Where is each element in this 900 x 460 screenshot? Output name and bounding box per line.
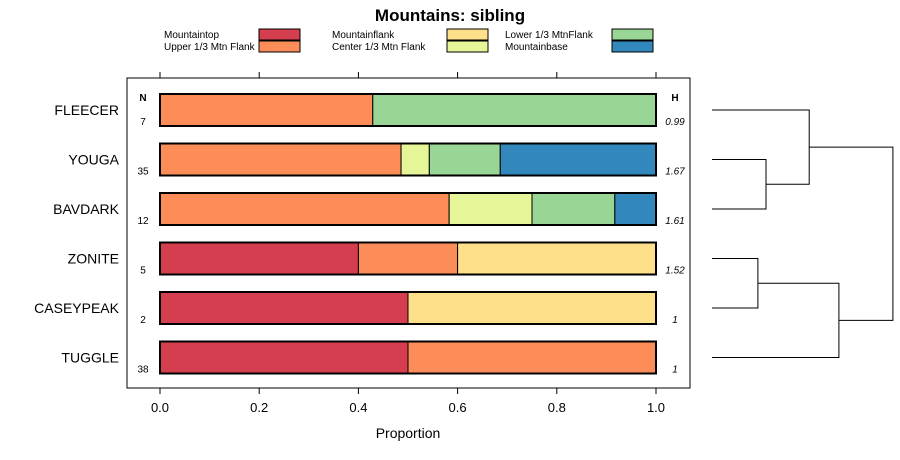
- h-value: 1.61: [665, 216, 684, 227]
- n-value: 35: [137, 167, 149, 178]
- h-value: 1.67: [665, 167, 685, 178]
- bar-segment: [159, 242, 359, 275]
- chart-title: Mountains: sibling: [375, 6, 525, 25]
- bar-segment: [614, 192, 657, 226]
- n-value: 38: [137, 365, 149, 376]
- dendrogram-branch: [809, 146, 894, 321]
- category-label: YOUGA: [68, 152, 119, 168]
- category-label: TUGGLE: [61, 350, 119, 366]
- dendrogram-branch: [712, 282, 840, 358]
- h-value: 1.52: [665, 266, 685, 277]
- h-value: 0.99: [665, 117, 685, 128]
- bar-outline: [159, 241, 657, 276]
- legend-label: Lower 1/3 MtnFlank: [505, 30, 594, 41]
- x-tick-label: 0.0: [151, 400, 169, 415]
- h-column-header: H: [671, 93, 678, 104]
- h-value: 1: [672, 315, 678, 326]
- dendrogram: [712, 109, 894, 358]
- dendrogram-branch: [712, 109, 810, 185]
- bar-segment: [457, 242, 657, 275]
- legend-label: Upper 1/3 Mtn Flank: [164, 42, 256, 53]
- bar-segment: [531, 192, 616, 226]
- bar-segment: [357, 242, 459, 275]
- x-tick-label: 0.2: [250, 400, 268, 415]
- legend-swatch: [446, 28, 489, 41]
- x-tick-label: 0.8: [548, 400, 566, 415]
- bar-segment: [499, 143, 657, 176]
- legend-swatch: [611, 28, 654, 41]
- legend-swatch: [611, 40, 654, 53]
- dendrogram-branch: [712, 159, 767, 210]
- bar-outline: [159, 142, 657, 177]
- legend-label: Mountainflank: [332, 30, 395, 41]
- legend-swatch: [258, 40, 301, 53]
- legend-label: Mountaintop: [164, 30, 219, 41]
- bar-segment: [159, 291, 409, 325]
- x-axis-title: Proportion: [376, 425, 441, 441]
- bar-segment: [159, 143, 402, 176]
- bar-segment: [159, 341, 409, 374]
- bar-outline: [159, 291, 657, 325]
- category-label: FLEECER: [54, 102, 119, 118]
- n-value: 7: [140, 117, 146, 128]
- bar-segment: [428, 143, 501, 176]
- h-value: 1: [672, 365, 678, 376]
- x-axis: 0.0 0.2 0.4 0.6 0.8 1.0: [151, 72, 665, 415]
- bar-outline: [159, 192, 657, 226]
- n-column-header: N: [139, 93, 146, 104]
- bar-segment: [400, 143, 430, 176]
- legend-swatch: [446, 40, 489, 53]
- n-value: 12: [137, 216, 149, 227]
- plot-frame: [126, 77, 691, 389]
- bar-segment: [448, 192, 533, 226]
- category-label: ZONITE: [68, 251, 119, 267]
- bar-segment: [372, 93, 657, 127]
- bar-segment: [407, 291, 657, 325]
- bar-segment: [159, 192, 450, 226]
- category-label: BAVDARK: [53, 201, 120, 217]
- bar-outline: [159, 340, 657, 375]
- n-value: 5: [140, 266, 146, 277]
- n-value: 2: [140, 315, 146, 326]
- legend-label: Center 1/3 Mtn Flank: [332, 42, 426, 53]
- x-tick-label: 0.4: [349, 400, 367, 415]
- x-tick-label: 1.0: [647, 400, 665, 415]
- legend-label: Mountainbase: [505, 42, 568, 53]
- legend-swatch: [258, 28, 301, 41]
- category-label: CASEYPEAK: [34, 300, 119, 316]
- bar-outline: [159, 93, 657, 127]
- x-tick-label: 0.6: [449, 400, 467, 415]
- bar-segment: [407, 341, 657, 374]
- dendrogram-branch: [712, 258, 759, 309]
- bar-segment: [159, 93, 374, 127]
- bars: [159, 93, 657, 375]
